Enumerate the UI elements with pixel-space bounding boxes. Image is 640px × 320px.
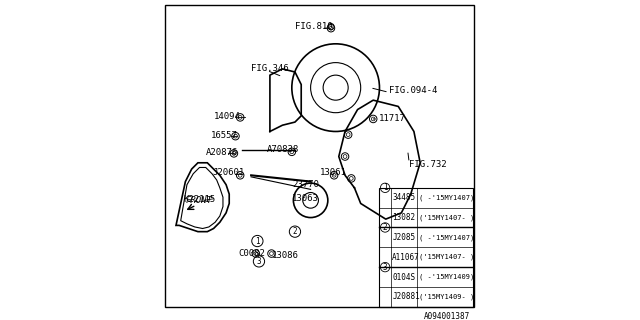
Circle shape xyxy=(234,134,237,138)
Text: FRONT: FRONT xyxy=(186,196,212,205)
Text: 16557: 16557 xyxy=(211,131,237,140)
Circle shape xyxy=(290,150,294,154)
Text: FIG.094-4: FIG.094-4 xyxy=(389,86,437,95)
Circle shape xyxy=(236,172,244,179)
Text: 0104S: 0104S xyxy=(392,273,415,282)
Text: J20881: J20881 xyxy=(392,292,420,301)
Text: ( -'15MY1407): ( -'15MY1407) xyxy=(419,195,474,201)
Text: 3: 3 xyxy=(257,257,261,266)
Text: J20601: J20601 xyxy=(212,168,244,177)
Text: FIG.732: FIG.732 xyxy=(409,160,447,169)
Circle shape xyxy=(327,24,335,32)
Text: 2: 2 xyxy=(292,227,297,236)
Text: A094001387: A094001387 xyxy=(424,312,470,320)
Circle shape xyxy=(232,151,236,155)
Text: ( -'15MY1407): ( -'15MY1407) xyxy=(419,234,474,241)
Text: K22115: K22115 xyxy=(184,195,216,204)
Circle shape xyxy=(269,252,273,255)
Text: 1: 1 xyxy=(255,236,260,245)
Circle shape xyxy=(232,132,239,140)
Text: 13061: 13061 xyxy=(320,168,347,177)
Text: ( -'15MY1409): ( -'15MY1409) xyxy=(419,274,474,280)
Text: FIG.810: FIG.810 xyxy=(295,22,333,31)
Text: J2085: J2085 xyxy=(392,233,415,242)
Circle shape xyxy=(346,133,350,137)
Text: C0082: C0082 xyxy=(239,249,266,258)
Circle shape xyxy=(332,173,336,177)
Text: A11067: A11067 xyxy=(392,253,420,262)
Text: FIG.346: FIG.346 xyxy=(251,64,289,73)
Text: 13086: 13086 xyxy=(271,251,298,260)
Text: 1: 1 xyxy=(383,183,387,192)
Circle shape xyxy=(238,173,242,177)
Text: 34485: 34485 xyxy=(392,193,415,202)
Text: 3: 3 xyxy=(383,263,387,272)
Text: A70838: A70838 xyxy=(267,145,299,154)
Text: ('15MY1407- ): ('15MY1407- ) xyxy=(419,214,474,221)
Text: 2: 2 xyxy=(383,223,387,232)
Circle shape xyxy=(238,116,242,119)
Circle shape xyxy=(329,26,333,30)
Circle shape xyxy=(254,252,258,255)
Text: 11717: 11717 xyxy=(379,115,406,124)
Text: ('15MY1409- ): ('15MY1409- ) xyxy=(419,294,474,300)
Circle shape xyxy=(230,150,237,157)
Circle shape xyxy=(343,155,347,158)
Circle shape xyxy=(252,250,260,257)
Text: 23770: 23770 xyxy=(292,180,319,189)
Circle shape xyxy=(344,131,352,138)
Text: ('15MY1407- ): ('15MY1407- ) xyxy=(419,254,474,260)
Circle shape xyxy=(341,153,349,160)
Circle shape xyxy=(348,175,355,182)
Text: 13063: 13063 xyxy=(292,194,319,203)
Circle shape xyxy=(236,114,244,121)
Bar xyxy=(380,188,474,307)
Circle shape xyxy=(268,250,275,257)
Circle shape xyxy=(371,117,375,121)
Text: 14094: 14094 xyxy=(214,112,241,121)
Text: A20876: A20876 xyxy=(205,148,238,157)
Circle shape xyxy=(330,172,338,179)
Circle shape xyxy=(369,115,377,123)
Circle shape xyxy=(288,148,296,156)
Circle shape xyxy=(349,177,353,180)
Text: 13082: 13082 xyxy=(392,213,415,222)
